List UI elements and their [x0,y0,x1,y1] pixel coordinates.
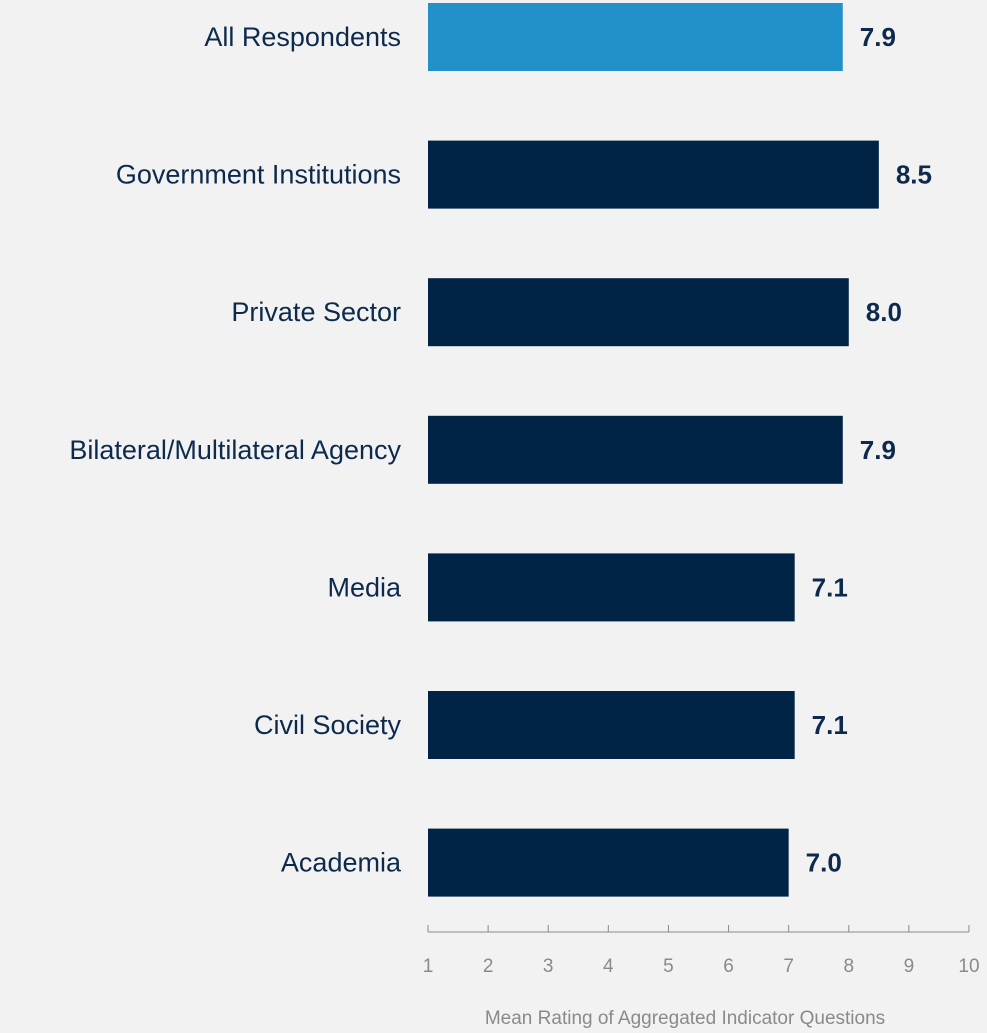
value-label: 7.1 [812,710,848,740]
value-label: 7.1 [812,572,848,602]
category-label: Civil Society [254,710,402,740]
x-tick-label: 7 [783,956,794,977]
bar-0 [428,3,843,71]
category-label: Private Sector [231,297,401,327]
category-label: Academia [281,848,402,878]
x-axis-title: Mean Rating of Aggregated Indicator Ques… [485,1008,885,1029]
value-label: 7.9 [860,22,896,52]
x-axis: 1 2 3 4 5 6 7 8 9 10 [423,925,980,977]
category-label: Media [327,572,402,602]
category-label: Bilateral/Multilateral Agency [69,435,401,465]
x-tick-label: 4 [603,956,614,977]
bar-5 [428,691,795,759]
bar-1 [428,140,879,209]
bar-3 [428,415,843,484]
bar-2 [428,278,849,347]
x-tick-label: 3 [543,956,554,977]
bar-6 [428,828,789,897]
x-tick-label: 1 [423,956,434,977]
x-tick-label: 6 [723,956,734,977]
x-tick-label: 2 [483,956,494,977]
x-tick-label: 9 [904,956,915,977]
x-tick-label: 8 [843,956,854,977]
x-tick-label: 10 [958,956,979,977]
category-labels-group: All Respondents Government Institutions Pr… [69,22,402,878]
category-label: All Respondents [204,22,401,52]
value-label: 8.0 [866,297,902,327]
bars-group [428,3,879,897]
bar-4 [428,553,795,622]
category-label: Government Institutions [116,160,401,190]
x-tick-label: 5 [663,956,674,977]
value-labels-group: 7.9 8.5 8.0 7.9 7.1 7.1 7.0 [806,22,932,878]
value-label: 7.0 [806,848,842,878]
value-label: 7.9 [860,435,896,465]
value-label: 8.5 [896,160,932,190]
